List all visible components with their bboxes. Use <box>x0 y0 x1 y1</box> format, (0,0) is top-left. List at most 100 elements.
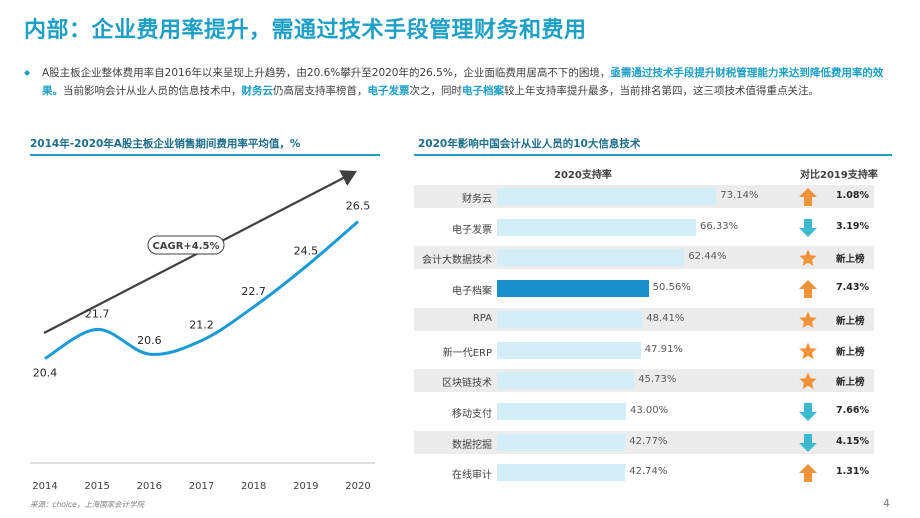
bar-value-label: 66.33% <box>699 220 739 232</box>
tech-row: 电子档案 50.56% 7.43% <box>414 277 874 300</box>
tech-row: 电子发票 66.33% 3.19% <box>414 216 874 239</box>
x-tick-label: 2020 <box>345 481 370 492</box>
arrow-up-icon <box>798 187 818 207</box>
bar-value-label: 50.56% <box>652 282 691 294</box>
line-chart-svg: CAGR+4.5% 20.4 21.7 20.6 21.2 22.7 24.5 26.5 201… <box>30 170 375 492</box>
row-label: 电子档案 <box>452 286 492 298</box>
compare-value: 新上榜 <box>836 315 865 327</box>
bar-value-label: 42.74% <box>629 466 668 478</box>
intro-highlight: 亟需通过技术手段提升财税管理能力来达到降低费用率的效果。 <box>42 67 884 97</box>
series-line <box>44 220 359 360</box>
arrow-down-icon <box>798 218 818 238</box>
compare-value: 3.19% <box>836 220 869 232</box>
data-label: 21.7 <box>85 307 110 320</box>
star-icon <box>798 248 818 268</box>
compare-value: 1.31% <box>836 466 869 478</box>
compare-value: 7.66% <box>836 404 869 416</box>
support-bar <box>497 188 717 205</box>
compare-value: 4.15% <box>836 435 869 447</box>
bar-value-label: 43.00% <box>630 404 669 416</box>
star-icon <box>798 341 818 361</box>
x-tick-label: 2015 <box>84 481 109 492</box>
intro-paragraph: ◆ A股主板企业整体费用率自2016年以来呈现上升趋势，由20.6%攀升至202… <box>24 64 894 100</box>
intro-segment: 次之，同时 <box>409 85 463 97</box>
row-label: RPA <box>472 312 492 324</box>
compare-value: 新上榜 <box>836 377 865 389</box>
col-header-compare: 对比2019支持率 <box>800 170 878 181</box>
data-label: 20.4 <box>33 367 58 380</box>
row-label: 区块链技术 <box>442 378 492 390</box>
compare-value: 1.08% <box>836 190 869 201</box>
star-icon <box>798 310 818 330</box>
row-label: 移动支付 <box>452 408 492 420</box>
row-label: 新一代ERP <box>442 347 492 359</box>
x-tick-label: 2016 <box>137 481 162 492</box>
arrow-up-icon <box>798 463 818 483</box>
tech-row: 会计大数据技术 62.44% 新上榜 <box>414 246 874 270</box>
data-label: 20.6 <box>137 334 162 347</box>
support-bar <box>497 464 626 482</box>
bar-value-label: 45.73% <box>638 374 677 386</box>
left-chart-title: 2014年-2020年A股主板企业销售期间费用率平均值，% <box>30 138 301 150</box>
compare-value: 新上榜 <box>836 346 865 358</box>
x-tick-label: 2018 <box>241 481 266 492</box>
compare-value: 新上榜 <box>836 254 865 266</box>
arrow-up-icon <box>798 279 818 299</box>
intro-highlight: 电子发票 <box>367 85 410 97</box>
intro-text: A股主板企业整体费用率自2016年以来呈现上升趋势，由20.6%攀升至2020年… <box>42 64 894 100</box>
intro-highlight: 电子档案 <box>462 85 504 97</box>
page-number: 4 <box>883 497 890 510</box>
intro-segment: 当前影响会计从业人员的信息技术中， <box>63 85 242 97</box>
page-title: 内部：企业费用率提升，需通过技术手段管理财务和费用 <box>24 18 587 43</box>
tech-row: 数据挖掘 42.77% 4.15% <box>414 430 874 454</box>
support-bar <box>497 341 641 359</box>
data-label: 26.5 <box>346 200 371 213</box>
bar-value-label: 48.41% <box>646 312 685 324</box>
tech-row: 区块链技术 45.73% 新上榜 <box>414 369 874 393</box>
bar-value-label: 73.14% <box>720 190 759 201</box>
svg-text:CAGR+4.5%: CAGR+4.5% <box>152 241 219 252</box>
arrow-down-icon <box>798 402 818 422</box>
x-tick-label: 2017 <box>189 481 214 492</box>
support-bar <box>497 310 643 328</box>
compare-value: 7.43% <box>836 282 869 294</box>
tech-row: 在线审计 42.74% 1.31% <box>414 461 874 484</box>
row-label: 财务云 <box>462 194 492 205</box>
support-bar <box>497 249 685 267</box>
left-section-divider <box>30 154 380 156</box>
intro-segment: 仍高居支持率榜首， <box>273 85 368 97</box>
bar-value-label: 62.44% <box>688 251 727 263</box>
tech-row: 财务云 73.14% 1.08% <box>414 185 874 208</box>
source-note: 来源：choice，上海国家会计学院 <box>30 500 145 509</box>
right-chart-title: 2020年影响中国会计从业人员的10大信息技术 <box>418 138 641 150</box>
row-label: 会计大数据技术 <box>422 255 492 267</box>
arrow-down-icon <box>798 433 818 453</box>
data-label: 24.5 <box>294 245 319 258</box>
row-label: 电子发票 <box>452 224 492 236</box>
tech-support-table: 2020支持率 对比2019支持率 财务云 73.14% 1.08% 电子发票 66.3… <box>414 158 884 488</box>
support-bar <box>497 218 696 236</box>
support-bar <box>497 372 635 390</box>
bullet-diamond-icon: ◆ <box>24 68 31 77</box>
row-label: 在线审计 <box>452 470 492 482</box>
line-chart: CAGR+4.5% 20.4 21.7 20.6 21.2 22.7 24.5 26.5 201… <box>30 158 380 498</box>
tech-row: 新一代ERP 47.91% 新上榜 <box>414 339 874 362</box>
data-label: 21.2 <box>189 319 214 332</box>
bar-value-label: 47.91% <box>644 343 683 355</box>
star-icon <box>798 371 818 391</box>
tech-row: RPA 48.41% 新上榜 <box>414 307 874 331</box>
cagr-label: CAGR+4.5% <box>147 235 225 255</box>
bar-value-label: 42.77% <box>629 435 668 447</box>
data-label: 22.7 <box>241 285 266 298</box>
support-bar <box>497 402 626 420</box>
x-tick-label: 2019 <box>293 481 318 492</box>
intro-segment: A股主板企业整体费用率自2016年以来呈现上升趋势，由20.6%攀升至2020年… <box>42 67 611 79</box>
support-bar <box>497 280 649 298</box>
right-section-divider <box>414 154 892 156</box>
intro-highlight: 财务云 <box>241 85 274 97</box>
tech-row: 移动支付 43.00% 7.66% <box>414 400 874 423</box>
x-tick-label: 2014 <box>32 481 57 492</box>
row-label: 数据挖掘 <box>452 439 492 451</box>
support-bar <box>497 433 626 451</box>
intro-segment: 较上年支持率提升最多，当前排名第四，这三项技术值得重点关注。 <box>504 85 819 97</box>
